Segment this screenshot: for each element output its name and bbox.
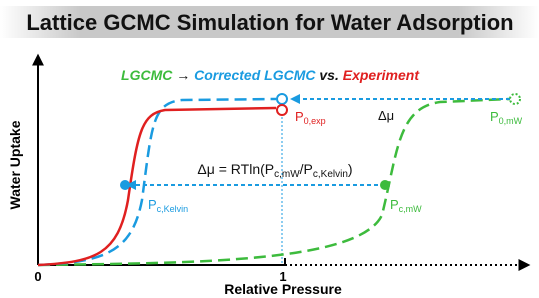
pc-mw-point xyxy=(380,180,390,190)
y-axis-label: Water Uptake xyxy=(7,120,23,209)
lgcmc-curve xyxy=(38,99,510,265)
experiment-curve xyxy=(38,108,276,265)
pc-mw-label: Pc,mW xyxy=(390,197,422,214)
p0-exp-point xyxy=(277,105,287,115)
legend-arrow: → xyxy=(176,67,190,83)
corrected-curve xyxy=(38,99,276,265)
legend: LGCMC → Corrected LGCMC vs. Experiment xyxy=(121,67,420,83)
legend-lgcmc: LGCMC xyxy=(121,67,173,83)
p0-exp-label: P0,exp xyxy=(295,109,326,126)
x-axis-label: Relative Pressure xyxy=(224,281,342,297)
legend-vs: vs. xyxy=(319,67,338,83)
pc-kelvin-point xyxy=(120,180,130,190)
diagram: Lattice GCMC Simulation for Water Adsorp… xyxy=(0,0,539,298)
p0-mw-point xyxy=(510,94,520,104)
equation: Δμ = RTln(Pc,mW/Pc,Kelvin) xyxy=(197,161,352,180)
legend-experiment: Experiment xyxy=(343,67,421,83)
p0-mw-label: P0,mW xyxy=(490,109,523,126)
origin-label: 0 xyxy=(34,269,41,284)
pc-kelvin-label: Pc,Kelvin xyxy=(148,197,188,214)
title: Lattice GCMC Simulation for Water Adsorp… xyxy=(26,10,513,35)
p0-corrected-point xyxy=(277,94,287,104)
legend-corrected: Corrected LGCMC xyxy=(194,67,316,83)
dmu-label: Δμ xyxy=(378,108,394,123)
